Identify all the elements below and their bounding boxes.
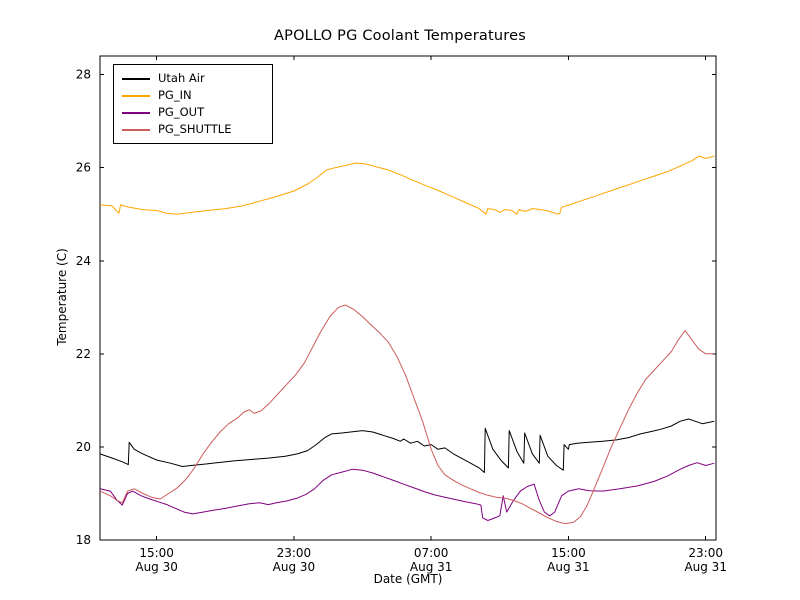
legend-line-swatch xyxy=(122,94,150,97)
x-tick-label-date: Aug 31 xyxy=(410,560,453,574)
legend-label: PG_OUT xyxy=(158,105,205,119)
x-tick-label-time: 23:00 xyxy=(688,546,723,560)
series-line-utah-air xyxy=(99,418,715,473)
legend-box: Utah Air PG_IN PG_OUT PG_SHUTTLE xyxy=(113,64,273,144)
series-line-pg-in xyxy=(99,155,715,215)
legend-entry: PG_IN xyxy=(122,87,262,104)
legend-label: PG_IN xyxy=(158,88,192,102)
chart-title: APOLLO PG Coolant Temperatures xyxy=(274,28,526,44)
x-tick-label-date: Aug 31 xyxy=(684,560,727,574)
legend-line-swatch xyxy=(122,128,150,131)
y-tick-label: 18 xyxy=(76,533,91,547)
x-tick-label-date: Aug 30 xyxy=(273,560,316,574)
y-tick-label: 22 xyxy=(76,347,91,361)
x-tick-label-time: 07:00 xyxy=(414,546,449,560)
legend-label: PG_SHUTTLE xyxy=(158,122,232,136)
x-tick-label-time: 23:00 xyxy=(277,546,312,560)
y-axis-label: Temperature (C) xyxy=(55,248,69,346)
x-tick-label-date: Aug 30 xyxy=(135,560,178,574)
y-tick-label: 20 xyxy=(76,440,91,454)
x-tick-label-time: 15:00 xyxy=(551,546,586,560)
series-line-pg-out xyxy=(99,462,715,521)
legend-line-swatch xyxy=(122,111,150,114)
series-line-pg-shuttle xyxy=(99,304,715,525)
axes-frame xyxy=(99,55,717,541)
legend-label: Utah Air xyxy=(158,71,205,85)
legend-entry: PG_SHUTTLE xyxy=(122,121,262,138)
y-tick-label: 24 xyxy=(76,254,91,268)
legend-line-swatch xyxy=(122,77,150,80)
y-tick-label: 26 xyxy=(76,161,91,175)
x-tick-label-time: 15:00 xyxy=(139,546,174,560)
legend-entry: PG_OUT xyxy=(122,104,262,121)
x-tick-label-date: Aug 31 xyxy=(547,560,590,574)
y-tick-label: 28 xyxy=(76,68,91,82)
legend-entry: Utah Air xyxy=(122,70,262,87)
x-axis-label: Date (GMT) xyxy=(373,572,443,586)
